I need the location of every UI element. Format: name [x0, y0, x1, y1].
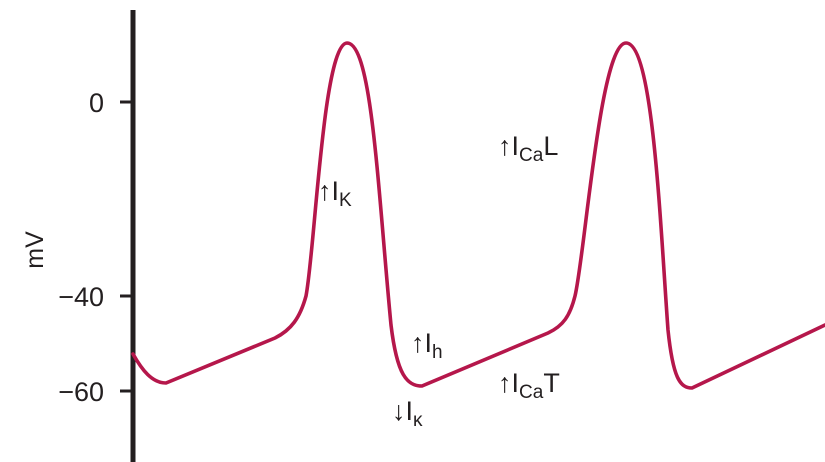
- ih-up-label: ↑Ih: [411, 328, 443, 363]
- icat-up-label: ↑ICaT: [498, 368, 560, 403]
- y-tick-label-minus40: −40: [58, 282, 104, 312]
- ical-up-label: ↑ICaL: [498, 131, 558, 166]
- y-axis-title: mV: [21, 231, 49, 269]
- membrane-potential-trace: [131, 41, 825, 390]
- ik-down-label: ↓Iκ: [392, 396, 423, 431]
- y-tick-label-minus60: −60: [58, 377, 104, 407]
- y-tick-label-0: 0: [89, 88, 104, 118]
- ik-up-label: ↑IK: [318, 176, 352, 211]
